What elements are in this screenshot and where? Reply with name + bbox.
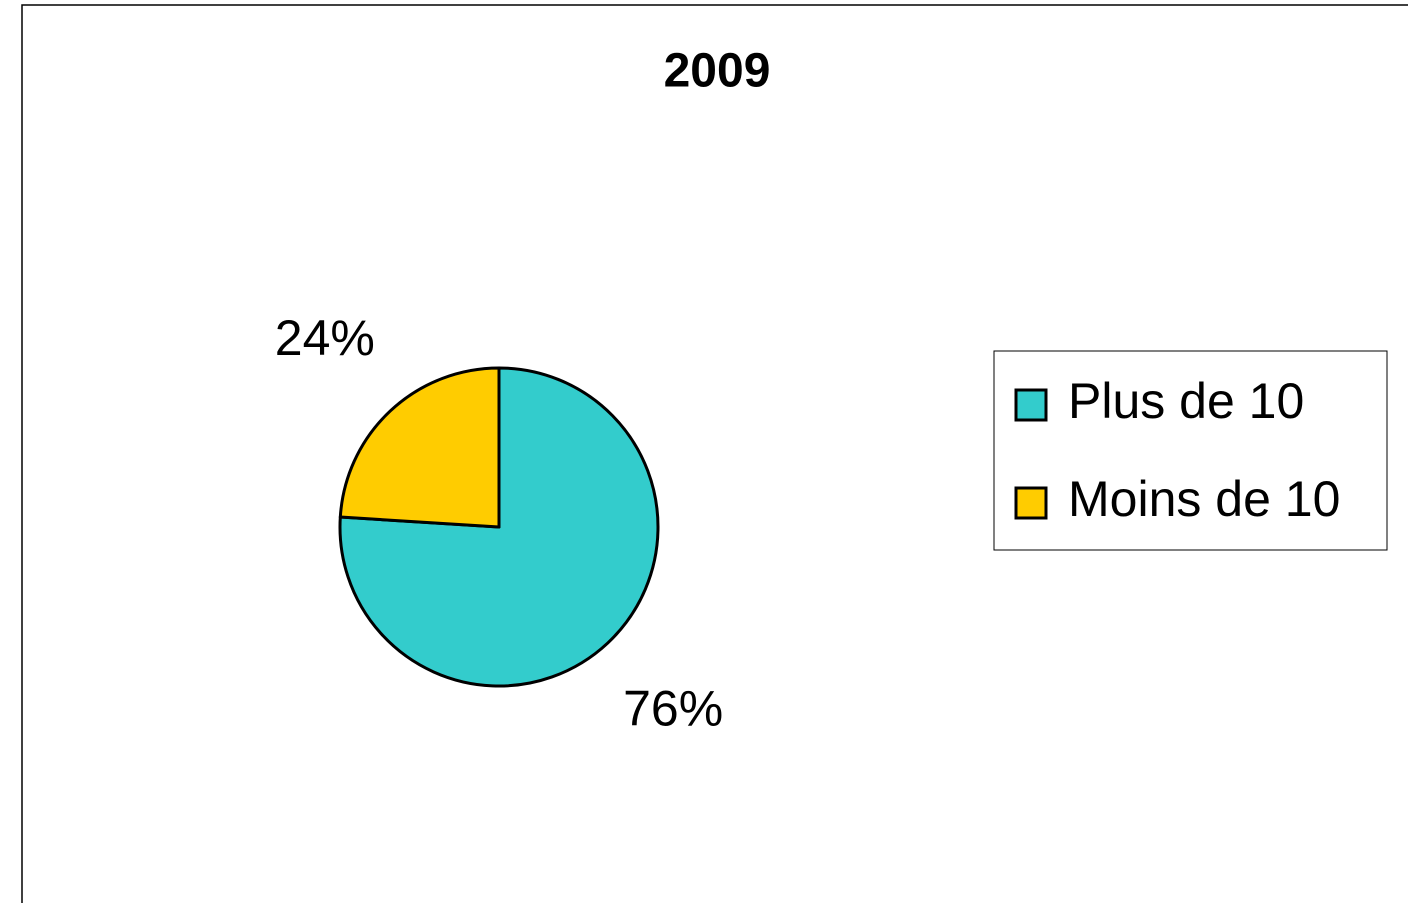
legend-swatch	[1014, 388, 1048, 422]
data-label: 76%	[623, 681, 723, 737]
pie-slice	[338, 366, 501, 529]
legend-swatch	[1014, 486, 1048, 520]
legend-label: Plus de 10	[1068, 373, 1304, 429]
chart-title: 2009	[664, 45, 771, 98]
data-label: 24%	[275, 310, 375, 366]
legend-box	[993, 350, 1388, 551]
legend-label: Moins de 10	[1068, 471, 1340, 527]
